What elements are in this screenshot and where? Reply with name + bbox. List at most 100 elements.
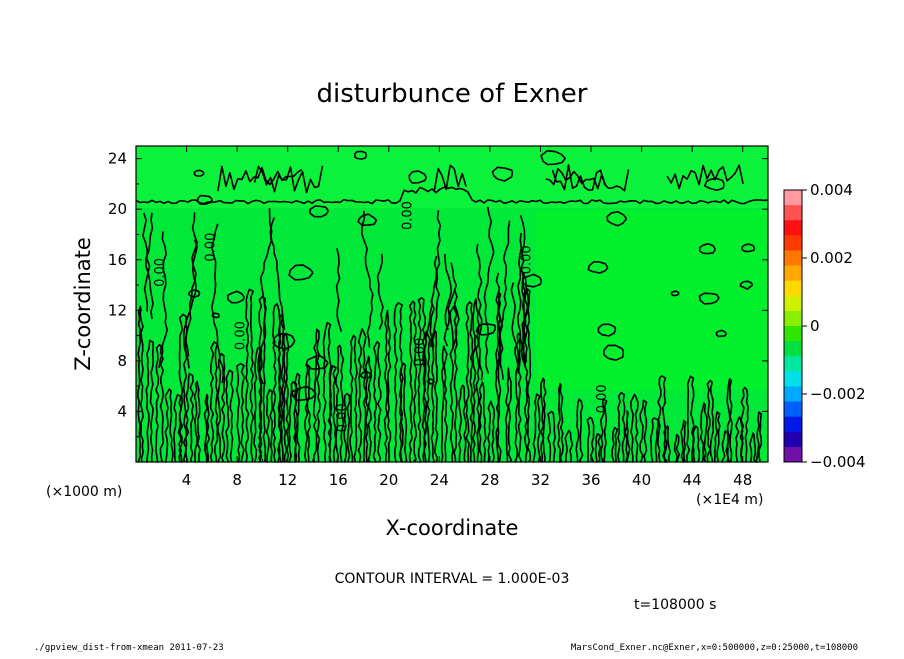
colorbar-swatch <box>784 431 802 448</box>
contour-line <box>465 301 474 463</box>
contour-line <box>721 430 729 463</box>
contour-line <box>611 426 619 463</box>
contour-line <box>184 372 194 463</box>
contour-line <box>268 208 286 330</box>
contour-line <box>360 371 371 379</box>
x-tick-label: 32 <box>531 471 550 489</box>
contour-labels: 0.00 0.00 0.00 0.00 0.00 0.00 0.00 0.00 <box>153 201 610 432</box>
colorbar-swatch <box>784 295 802 312</box>
contour-line <box>155 343 165 463</box>
contour-line <box>244 288 255 463</box>
contour-line <box>184 239 198 369</box>
x-tick-label: 24 <box>430 471 449 489</box>
contour-line <box>726 378 733 463</box>
contour-line <box>540 377 547 463</box>
contour-line <box>422 298 433 368</box>
colorbar-swatch <box>784 265 802 282</box>
contour-line <box>429 210 442 348</box>
contour-line <box>545 167 607 190</box>
x-tick-label: 40 <box>632 471 651 489</box>
y-tick-label: 4 <box>117 402 127 420</box>
contour-line <box>265 388 273 463</box>
contour-line <box>458 384 468 463</box>
contour-line <box>272 333 296 350</box>
colorbar-swatch <box>784 190 802 206</box>
contour-line <box>699 402 708 463</box>
contour-line <box>444 254 453 331</box>
contour-line <box>309 205 329 218</box>
contour-line <box>475 323 496 336</box>
colorbar-swatch <box>784 326 802 342</box>
contour-line <box>517 232 528 363</box>
contour-line <box>430 255 440 348</box>
contour-line <box>478 381 487 463</box>
contour-line <box>187 289 201 298</box>
y-tick-label: 20 <box>108 200 127 218</box>
colorbar-swatch <box>784 220 802 236</box>
contour-line <box>739 280 754 290</box>
contour-line <box>173 393 182 463</box>
x-tick-label: 16 <box>329 471 348 489</box>
contour-line <box>698 292 720 305</box>
contour-line <box>335 248 343 332</box>
contour-line <box>193 380 201 463</box>
contour-line <box>630 393 639 463</box>
contour-line <box>417 296 427 463</box>
colorbar: 0.004 0.002 0 −0.002 −0.004 <box>783 181 866 471</box>
field-right-region <box>536 210 768 390</box>
contour-line <box>135 186 769 205</box>
contour-line <box>288 264 314 281</box>
contour-line <box>399 362 408 463</box>
y-tick-label: 16 <box>108 251 127 269</box>
x-unit-label: (×1000 m) <box>46 484 122 500</box>
contour-line <box>335 344 345 463</box>
colorbar-tick-label: 0.002 <box>810 249 853 267</box>
contour-line <box>136 305 144 463</box>
colorbar-tick-label: 0 <box>810 317 820 335</box>
contour-line <box>587 260 609 274</box>
contour-line <box>475 243 484 381</box>
contour-label: 0.00 <box>335 403 350 432</box>
contour-line <box>606 211 628 227</box>
contour-line <box>510 282 520 374</box>
contour-line <box>364 355 373 463</box>
contour-label: 0.00 <box>595 384 610 413</box>
contour-line <box>504 367 513 463</box>
contour-label: 0.00 <box>203 233 218 262</box>
contour-line <box>670 290 680 297</box>
contour-label: 0.00 <box>401 201 416 230</box>
contour-line <box>740 386 749 463</box>
contour-line <box>483 206 495 374</box>
x-ticks: 4 8 12 16 20 24 28 32 36 40 44 48 <box>160 146 752 489</box>
y-tick-label: 12 <box>108 301 127 319</box>
contour-line <box>522 273 543 288</box>
contour-label: 0.00 <box>519 245 534 274</box>
contour-line <box>440 345 448 463</box>
contour-line <box>210 223 225 384</box>
x-scale-label: (×1E4 m) <box>696 492 763 508</box>
contour-line <box>551 164 630 192</box>
x-tick-label: 28 <box>480 471 499 489</box>
contour-line <box>603 344 625 361</box>
contour-label: 0.00 <box>234 321 249 350</box>
x-axis-title: X-coordinate <box>386 516 519 540</box>
contour-line <box>449 305 458 463</box>
contour-line <box>715 329 728 338</box>
x-tick-label: 44 <box>683 471 702 489</box>
contour-line <box>258 295 267 463</box>
contour-line <box>227 290 245 304</box>
colorbar-swatch <box>784 446 802 463</box>
contour-line <box>594 432 601 463</box>
contour-line <box>451 288 460 350</box>
x-tick-label: 36 <box>581 471 600 489</box>
contour-line <box>514 332 523 463</box>
contour-line <box>383 309 392 463</box>
contour-line <box>540 149 566 166</box>
x-tick-label: 4 <box>182 471 192 489</box>
contour-line <box>680 419 687 463</box>
contour-line <box>145 339 154 463</box>
contour-line <box>236 362 245 463</box>
contour-line <box>272 303 282 463</box>
